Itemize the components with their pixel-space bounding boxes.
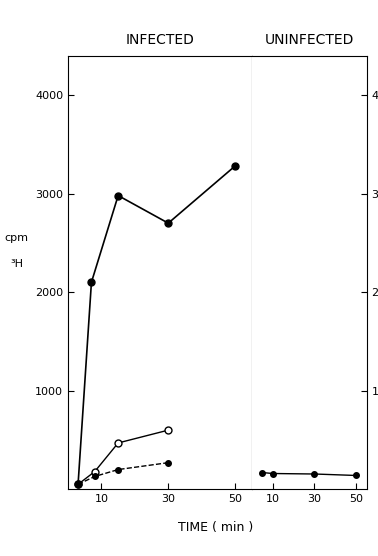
Text: cpm: cpm xyxy=(5,233,29,243)
Title: INFECTED: INFECTED xyxy=(125,33,194,47)
Title: UNINFECTED: UNINFECTED xyxy=(265,33,354,47)
Text: TIME ( min ): TIME ( min ) xyxy=(178,521,253,534)
Text: ³H: ³H xyxy=(10,259,23,269)
